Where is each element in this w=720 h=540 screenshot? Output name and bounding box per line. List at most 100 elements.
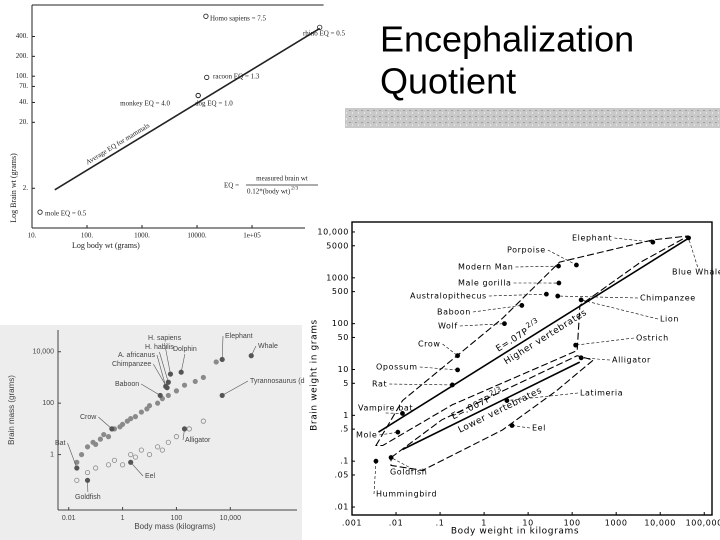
- leader-line: [180, 353, 186, 373]
- trend-line: [378, 236, 692, 433]
- data-point: [138, 447, 144, 453]
- x-tick-label: 1000.: [134, 232, 150, 240]
- trend-line: [402, 361, 581, 451]
- leader-line: [182, 428, 185, 441]
- data-point: [203, 13, 209, 19]
- x-tick-label: 1e+05: [243, 232, 261, 240]
- y-tick-label: .05: [334, 470, 349, 479]
- data-point: [128, 451, 134, 458]
- point-label: Baboon: [437, 308, 471, 317]
- leader-line: [140, 383, 161, 396]
- leader-line: [581, 299, 659, 320]
- x-tick-label: .01: [389, 519, 404, 528]
- x-tick-label: 1000: [605, 519, 628, 528]
- data-point: [93, 441, 99, 447]
- x-tick-label: 10,000: [644, 519, 676, 528]
- leader-line: [67, 442, 78, 469]
- point-label: Eel: [145, 473, 156, 480]
- data-point: [165, 392, 171, 399]
- point-label: dog EQ = 1.0: [195, 100, 233, 108]
- point-label: Elephant: [225, 333, 253, 340]
- point-label: Australopithecus: [410, 292, 487, 301]
- point-label: Bat: [55, 440, 66, 447]
- point-label: Goldfish: [390, 468, 427, 477]
- point-label: Male gorilla: [458, 279, 512, 288]
- data-point: [97, 436, 103, 442]
- leader-line: [688, 237, 698, 268]
- y-tick-label: 200.: [16, 52, 29, 60]
- data-point: [37, 209, 43, 215]
- data-point: [146, 403, 153, 409]
- x-tick-label: 1: [121, 515, 125, 522]
- leader-line: [379, 431, 398, 436]
- y-tick-label: 10: [338, 365, 349, 374]
- data-point: [200, 374, 206, 381]
- point-label: Whale: [258, 343, 278, 350]
- x-tick-label: 10,000: [220, 515, 242, 522]
- point-label: Rat: [372, 380, 387, 389]
- data-point: [74, 465, 80, 471]
- leader-line: [221, 335, 224, 360]
- y-tick-label: .01: [334, 503, 349, 512]
- x-axis-label: Body mass (kilograms): [134, 522, 216, 531]
- y-axis-label: Brain mass (grams): [7, 375, 16, 445]
- point-label: Eel: [532, 424, 546, 433]
- leader-line: [488, 293, 547, 297]
- slide-title-line: Encephalization: [380, 19, 634, 60]
- y-tick-label: 100: [332, 319, 349, 328]
- point-label: Baboon: [115, 381, 139, 388]
- formula-numerator: measured brain wt: [256, 175, 308, 183]
- point-label: Dolphin: [173, 346, 197, 353]
- point-label: monkey EQ = 4.0: [120, 100, 170, 108]
- chart: 0.01 1 100 10,000 1 100 10,000 Body mass (kilog…: [0, 325, 330, 540]
- data-point: [84, 469, 91, 476]
- x-tick-label: 10000.: [187, 232, 207, 240]
- y-tick-label: 10,000: [33, 349, 55, 356]
- point-label: H. sapiens: [148, 335, 182, 342]
- data-point: [213, 359, 219, 365]
- point-label: mole EQ = 0.5: [45, 210, 87, 218]
- y-axis-label: Log Brain wt (grams): [9, 153, 18, 223]
- y-tick-label: 70.: [19, 82, 28, 90]
- envelope: [390, 355, 595, 471]
- x-tick-label: .001: [342, 519, 362, 528]
- y-axis-label: Brain weight in grams: [310, 319, 320, 431]
- x-tick-label: 100: [171, 515, 183, 522]
- point-label: Tyrannosaurus (dinosaur): [250, 378, 330, 385]
- leader-line: [373, 461, 377, 495]
- data-point: [105, 462, 112, 468]
- formula-denominator: 0.12*(body wt): [247, 188, 291, 196]
- leader-line: [419, 366, 458, 371]
- data-point: [128, 416, 134, 422]
- point-label: racoon EQ = 1.3: [213, 73, 260, 81]
- slide-title-line: Quotient: [380, 61, 516, 102]
- point-label: A. africanus: [118, 352, 155, 359]
- envelope: [375, 235, 689, 447]
- y-tick-label: 2.: [23, 184, 29, 192]
- y-tick-label: 1000: [326, 273, 349, 282]
- y-tick-label: 40.: [19, 98, 28, 106]
- point-label: Goldfish: [75, 494, 101, 501]
- leader-line: [459, 323, 505, 327]
- point-label: rhino EQ = 0.5: [303, 30, 346, 38]
- data-point: [132, 414, 139, 420]
- leader-line: [472, 305, 522, 313]
- point-label: Porpoise: [507, 246, 546, 255]
- trend-line: [54, 27, 321, 191]
- data-point: [317, 24, 323, 30]
- y-tick-label: 20.: [19, 118, 28, 126]
- chart: .001 .01 .1 1 10 100 1000 10,000 100,000 10,000 50…: [305, 210, 720, 540]
- y-tick-label: 10,000: [317, 227, 349, 236]
- data-point: [74, 477, 80, 483]
- charts: 10. 100. 1000. 10000. 1e+05 2. 20. 40. 70. 100. 20…: [0, 4, 720, 540]
- data-point: [105, 434, 112, 440]
- data-point: [195, 92, 201, 99]
- data-point: [155, 400, 161, 406]
- y-tick-label: 100: [42, 400, 54, 407]
- data-point: [204, 74, 210, 80]
- point-label: Crow: [418, 340, 441, 349]
- leader-line: [159, 351, 169, 383]
- y-tick-label: 5000: [326, 241, 349, 250]
- x-tick-label: 100,000: [686, 519, 720, 528]
